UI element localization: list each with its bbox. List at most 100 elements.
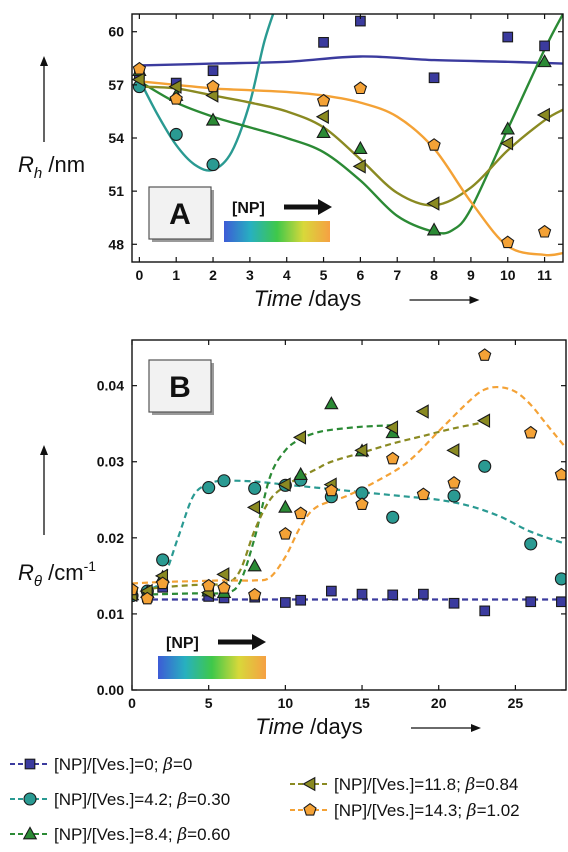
data-point-series-4	[500, 136, 514, 151]
colorbar-gradient	[224, 221, 330, 242]
y-tick-label: 54	[108, 130, 124, 146]
legend-text-main: [NP]/[Ves.]=0;	[54, 755, 163, 774]
legend-text-main: [NP]/[Ves.]=8.4;	[54, 825, 177, 844]
y-axis-arrowhead	[40, 445, 48, 455]
x-tick-label: 8	[430, 267, 438, 283]
data-point-series-2	[447, 489, 461, 503]
data-point-series-5	[278, 527, 292, 540]
y-axis-label-sub: θ	[34, 573, 42, 590]
legend-text: [NP]/[Ves.]=4.2; β=0.30	[54, 790, 230, 810]
data-point-series-2	[524, 537, 538, 551]
data-point-series-3	[426, 222, 442, 236]
data-point-series-5	[537, 224, 552, 238]
data-point-series-5	[217, 581, 231, 594]
legend-text-main: [NP]/[Ves.]=11.8;	[334, 775, 466, 794]
legend-item: [NP]/[Ves.]=11.8; β=0.84	[290, 775, 518, 795]
data-point-series-1	[418, 588, 429, 600]
x-tick-label: 5	[205, 695, 213, 711]
data-point-series-4	[277, 477, 291, 492]
x-tick-label: 5	[320, 267, 328, 283]
y-tick-label: 0.03	[97, 454, 124, 470]
data-point-series-4	[384, 420, 399, 435]
x-axis-arrowhead	[471, 724, 481, 732]
colorbar-label: [NP]	[166, 635, 199, 652]
y-tick-label: 51	[108, 183, 124, 199]
legend-text: [NP]/[Ves.]=14.3; β=1.02	[334, 801, 520, 821]
fit-line-series-2	[132, 479, 566, 593]
x-tick-label: 2	[209, 267, 217, 283]
data-point-series-3	[205, 112, 221, 126]
legend-marker	[302, 776, 316, 792]
legend: [NP]/[Ves.]=0; β=0[NP]/[Ves.]=4.2; β=0.3…	[10, 755, 520, 845]
y-axis-label-main: R	[18, 152, 34, 177]
x-tick-label: 6	[356, 267, 364, 283]
data-point-series-2	[202, 481, 216, 495]
legend-beta: β	[176, 790, 187, 810]
data-point-series-4	[168, 79, 182, 94]
colorbar-arrowhead	[252, 634, 266, 650]
data-point-series-2	[217, 474, 231, 488]
legend-text-main: [NP]/[Ves.]=4.2;	[54, 790, 177, 809]
x-axis-label: Time /days	[254, 286, 361, 311]
data-point-series-4	[132, 72, 145, 87]
fit-lines	[132, 385, 566, 601]
x-tick-label: 9	[467, 267, 475, 283]
x-axis-label-unit: /days	[304, 714, 363, 739]
data-point-series-4	[354, 443, 368, 458]
data-point-series-3	[316, 124, 331, 139]
data-point-series-2	[386, 510, 400, 524]
y-tick-label: 57	[108, 77, 124, 93]
legend-item: [NP]/[Ves.]=14.3; β=1.02	[290, 801, 520, 821]
data-point-series-1	[556, 596, 566, 608]
data-point-series-5	[169, 92, 183, 105]
data-point-series-5	[501, 235, 515, 249]
data-point-series-3	[278, 499, 293, 513]
data-point-series-4	[315, 109, 329, 124]
data-point-series-5	[202, 578, 216, 592]
data-point-series-4	[476, 413, 491, 428]
data-point-series-1	[295, 594, 307, 606]
y-axis-label-sub: h	[34, 165, 42, 182]
legend-item: [NP]/[Ves.]=8.4; β=0.60	[10, 825, 230, 845]
data-point-series-4	[205, 88, 219, 103]
y-axis-label-unit: /cm	[42, 560, 84, 585]
data-point-series-1	[326, 585, 337, 597]
y-axis-label-unit: /nm	[42, 152, 85, 177]
y-tick-label: 0.01	[97, 606, 124, 622]
data-point-series-1	[428, 72, 440, 84]
colorbar-arrowhead	[318, 199, 332, 215]
data-point-series-3	[324, 396, 339, 410]
x-tick-label: 4	[283, 267, 291, 283]
data-point-series-1	[207, 65, 219, 77]
data-point-series-1	[539, 40, 550, 52]
data-point-series-5	[132, 61, 147, 75]
data-point-series-2	[554, 572, 566, 586]
data-point-series-5	[554, 467, 566, 481]
data-point-series-5	[316, 93, 331, 107]
data-point-series-1	[525, 596, 537, 608]
data-point-series-4	[216, 567, 230, 582]
colorbar-label: [NP]	[232, 200, 265, 217]
x-tick-label: 10	[278, 695, 294, 711]
data-point-series-4	[415, 404, 429, 419]
y-tick-label: 48	[108, 236, 124, 252]
data-point-series-5	[294, 506, 308, 520]
y-axis-label-sup: -1	[84, 558, 97, 574]
data-point-series-5	[353, 81, 368, 95]
x-axis-label: Time /days	[255, 714, 362, 739]
y-tick-label: 60	[108, 24, 124, 40]
legend-marker	[22, 826, 38, 840]
data-point-series-2	[248, 481, 262, 495]
panel-letter-box	[148, 359, 212, 413]
x-tick-label: 7	[393, 267, 401, 283]
data-point-series-2	[355, 486, 369, 500]
plot-frame	[131, 339, 567, 691]
data-point-series-4	[536, 107, 550, 123]
data-point-series-5	[524, 425, 538, 439]
legend-beta: β	[176, 825, 187, 845]
x-axis-label-unit: /days	[303, 286, 362, 311]
legend-text-value: =0.60	[187, 825, 230, 844]
legend-beta: β	[466, 801, 477, 821]
legend-beta: β	[162, 755, 173, 775]
x-tick-label: 0	[135, 267, 143, 283]
